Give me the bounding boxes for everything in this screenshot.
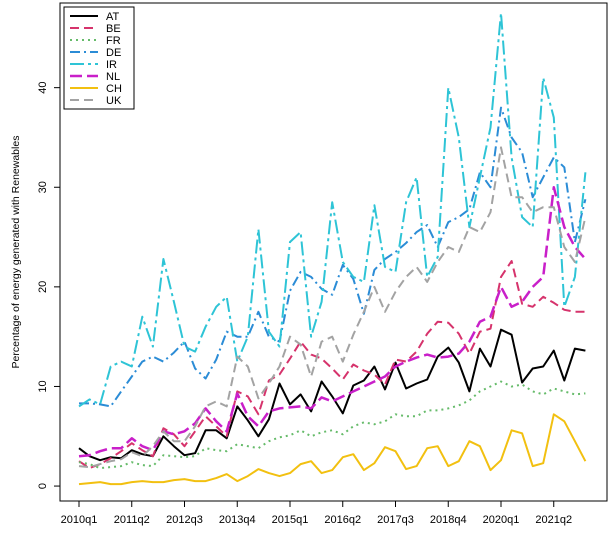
legend-label-ir: IR — [106, 59, 117, 71]
legend-label-de: DE — [106, 47, 121, 59]
y-tick-label: 0 — [37, 483, 49, 489]
x-tick-label: 2012q3 — [166, 514, 203, 526]
x-tick-label: 2016q2 — [324, 514, 361, 526]
series-layer — [78, 12, 587, 486]
x-tick-label: 2010q1 — [61, 514, 98, 526]
x-axis: 2010q1 2011q2 2012q3 2013q4 2015q1 2016q2 2017… — [61, 501, 572, 526]
series-line-de — [79, 106, 587, 408]
legend-label-be: BE — [106, 23, 121, 35]
series-line-ch — [78, 413, 587, 486]
y-tick-label: 30 — [37, 181, 49, 193]
legend-label-at: AT — [106, 11, 120, 23]
plot-frame — [59, 2, 608, 502]
x-tick-label: 2017q3 — [377, 514, 414, 526]
y-tick-label: 20 — [37, 281, 49, 293]
x-tick-label: 2015q1 — [272, 514, 309, 526]
series-line-uk — [78, 146, 587, 469]
series-line-at — [78, 328, 586, 462]
series-line-be — [78, 260, 586, 470]
y-tick-label: 40 — [37, 82, 49, 94]
legend-label-nl: NL — [106, 71, 120, 83]
x-tick-label: 2013q4 — [219, 514, 256, 526]
x-tick-label: 2011q2 — [114, 514, 150, 526]
legend-label-fr: FR — [106, 35, 121, 47]
x-tick-label: 2020q1 — [483, 514, 520, 526]
y-axis-title: Percentage of energy generated with Rene… — [10, 136, 22, 369]
series-line-ir — [78, 12, 587, 408]
x-tick-label: 2018q4 — [430, 514, 467, 526]
legend-label-uk: UK — [106, 95, 122, 107]
legend-box — [63, 6, 135, 110]
legend-label-ch: CH — [106, 83, 122, 95]
series-line-fr — [78, 380, 586, 470]
y-axis: 0 10 20 30 40 — [37, 82, 60, 489]
y-tick-label: 10 — [37, 380, 49, 392]
x-tick-label: 2021q2 — [535, 514, 572, 526]
